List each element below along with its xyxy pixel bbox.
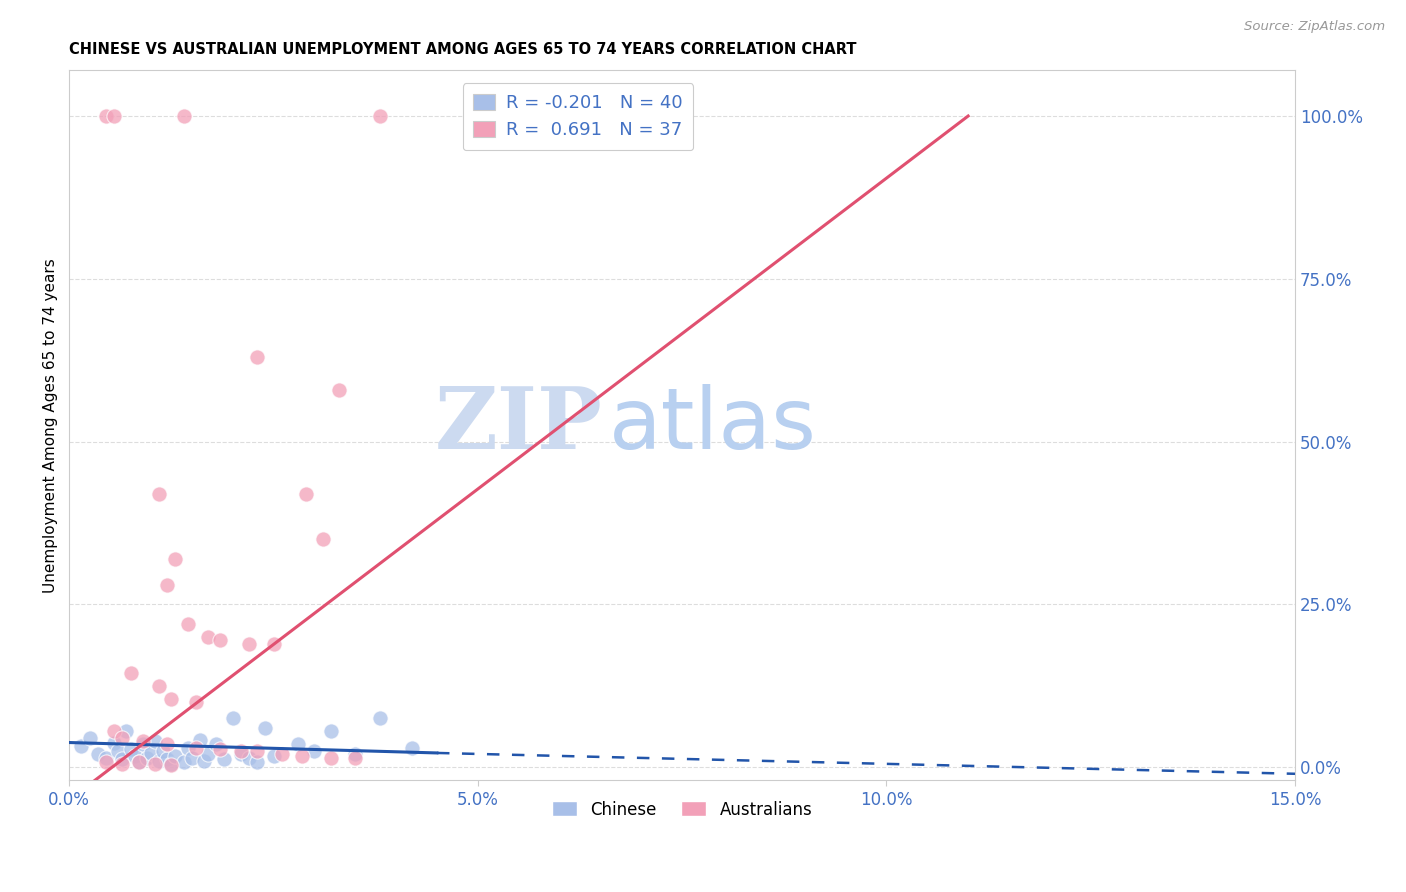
- Point: [209, 742, 232, 756]
- Point: [152, 744, 174, 758]
- Point: [238, 636, 260, 650]
- Point: [263, 636, 285, 650]
- Point: [401, 740, 423, 755]
- Point: [120, 665, 142, 680]
- Point: [177, 617, 200, 632]
- Text: atlas: atlas: [609, 384, 817, 467]
- Point: [165, 552, 187, 566]
- Point: [135, 750, 157, 764]
- Point: [193, 754, 215, 768]
- Point: [70, 739, 93, 754]
- Point: [184, 740, 207, 755]
- Point: [311, 533, 333, 547]
- Point: [287, 738, 309, 752]
- Point: [214, 752, 236, 766]
- Point: [238, 750, 260, 764]
- Point: [128, 755, 150, 769]
- Point: [148, 487, 170, 501]
- Point: [160, 758, 183, 772]
- Point: [291, 748, 314, 763]
- Point: [156, 752, 179, 766]
- Point: [229, 747, 252, 762]
- Point: [197, 630, 219, 644]
- Point: [221, 711, 243, 725]
- Text: ZIP: ZIP: [434, 384, 602, 467]
- Point: [254, 721, 277, 735]
- Point: [160, 692, 183, 706]
- Point: [160, 757, 183, 772]
- Point: [184, 695, 207, 709]
- Point: [173, 755, 195, 769]
- Point: [188, 733, 211, 747]
- Point: [111, 752, 134, 766]
- Point: [319, 750, 342, 764]
- Point: [94, 755, 117, 769]
- Point: [103, 735, 125, 749]
- Point: [139, 746, 162, 760]
- Point: [115, 724, 138, 739]
- Point: [180, 750, 202, 764]
- Text: Source: ZipAtlas.com: Source: ZipAtlas.com: [1244, 20, 1385, 33]
- Point: [368, 109, 391, 123]
- Point: [79, 731, 101, 745]
- Point: [143, 734, 166, 748]
- Point: [246, 744, 269, 758]
- Point: [87, 747, 110, 762]
- Point: [128, 755, 150, 769]
- Point: [120, 742, 142, 756]
- Point: [94, 750, 117, 764]
- Point: [177, 740, 200, 755]
- Point: [344, 747, 367, 762]
- Point: [368, 711, 391, 725]
- Point: [103, 109, 125, 123]
- Point: [319, 724, 342, 739]
- Legend: Chinese, Australians: Chinese, Australians: [546, 794, 820, 825]
- Point: [205, 738, 228, 752]
- Point: [246, 350, 269, 364]
- Point: [132, 738, 155, 752]
- Point: [295, 487, 318, 501]
- Point: [344, 750, 367, 764]
- Point: [229, 744, 252, 758]
- Point: [304, 744, 326, 758]
- Point: [270, 747, 292, 762]
- Point: [148, 754, 170, 768]
- Point: [328, 383, 350, 397]
- Point: [209, 633, 232, 648]
- Point: [156, 578, 179, 592]
- Point: [124, 748, 146, 763]
- Point: [173, 109, 195, 123]
- Point: [197, 747, 219, 762]
- Point: [94, 109, 117, 123]
- Point: [165, 748, 187, 763]
- Point: [132, 734, 155, 748]
- Point: [156, 738, 179, 752]
- Point: [111, 757, 134, 772]
- Point: [103, 724, 125, 739]
- Point: [143, 757, 166, 772]
- Text: CHINESE VS AUSTRALIAN UNEMPLOYMENT AMONG AGES 65 TO 74 YEARS CORRELATION CHART: CHINESE VS AUSTRALIAN UNEMPLOYMENT AMONG…: [69, 42, 856, 57]
- Point: [107, 744, 129, 758]
- Point: [263, 748, 285, 763]
- Point: [148, 679, 170, 693]
- Point: [111, 731, 134, 745]
- Point: [246, 755, 269, 769]
- Y-axis label: Unemployment Among Ages 65 to 74 years: Unemployment Among Ages 65 to 74 years: [44, 258, 58, 593]
